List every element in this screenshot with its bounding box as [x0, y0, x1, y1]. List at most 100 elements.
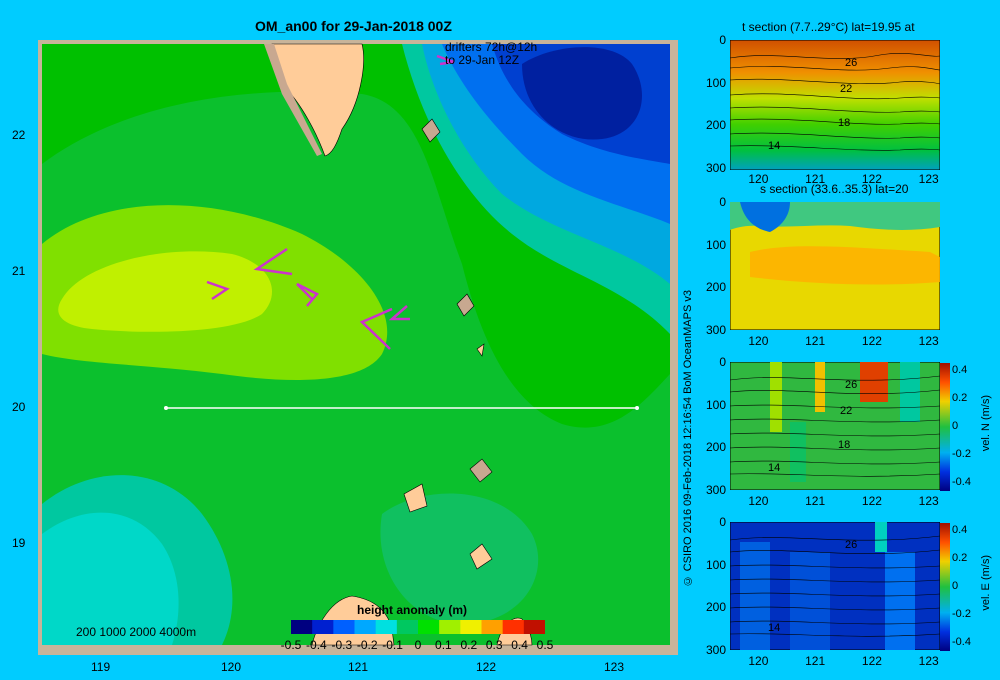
- panel-ve: 26 14: [730, 522, 940, 650]
- side-ytick: 300: [705, 643, 726, 657]
- colorbar-ve-label: vel. E (m/s): [980, 555, 992, 611]
- colorbar-tick: 0.2: [952, 552, 968, 564]
- side-ytick: 0: [719, 515, 726, 529]
- side-ytick: 0: [719, 33, 726, 47]
- side-ytick: 100: [705, 557, 726, 572]
- side-ytick: 100: [705, 237, 726, 252]
- t-label-26: 26: [845, 57, 857, 69]
- legend-tick-label: 0.1: [435, 638, 452, 652]
- contour-east: [380, 493, 539, 624]
- legend-tick-label: -0.3: [331, 638, 352, 652]
- side-xtick: 123: [918, 654, 939, 668]
- legend-tick-label: -0.1: [382, 638, 403, 652]
- colorbar-tick: 0: [952, 420, 959, 432]
- colorbar-tick: -0.4: [952, 636, 971, 648]
- side-ytick: 300: [705, 323, 726, 337]
- map-title: OM_an00 for 29-Jan-2018 00Z: [255, 18, 452, 34]
- side-xtick: 121: [805, 172, 826, 186]
- legend-swatch: [418, 620, 440, 634]
- island-3: [476, 343, 485, 357]
- side-xtick: 122: [861, 494, 882, 508]
- t-contours: [730, 53, 940, 151]
- side-xtick: 123: [918, 494, 939, 508]
- panel-s: [730, 202, 940, 330]
- legend-tick-label: 0.5: [537, 638, 554, 652]
- colorbar-tick: -0.4: [952, 476, 971, 488]
- side-xtick: 123: [918, 334, 939, 348]
- depth-legend: 200 1000 2000 4000m: [76, 625, 197, 639]
- side-ytick: 200: [705, 440, 726, 455]
- colorbar-tick: -0.2: [952, 448, 971, 460]
- vn-label-18: 18: [838, 439, 850, 451]
- side-xtick: 122: [861, 334, 882, 348]
- map-ytick-22: 22: [12, 128, 26, 142]
- map-xtick-120: 120: [221, 660, 242, 674]
- side-xtick: 121: [805, 654, 826, 668]
- drifters-label-1: drifters 72h@12h: [445, 40, 538, 54]
- vn-label-22: 22: [840, 405, 852, 417]
- vn-label-26: 26: [845, 379, 857, 391]
- side-xtick: 122: [861, 654, 882, 668]
- contour-high-inner: [58, 251, 272, 332]
- legend-swatch: [396, 620, 419, 634]
- colorbar-tick: 0: [952, 580, 959, 592]
- side-xtick: 121: [805, 494, 826, 508]
- ve-contours: [730, 535, 940, 637]
- map-plot: [38, 40, 678, 655]
- map-xtick-123: 123: [604, 660, 625, 674]
- island-4: [469, 458, 493, 483]
- colorbar-tick: 0.4: [952, 524, 968, 536]
- side-xtick: 120: [748, 172, 769, 186]
- legend-swatch: [481, 620, 504, 634]
- ve-label-26: 26: [845, 539, 857, 551]
- legend-swatch: [523, 620, 545, 634]
- colorbar-tick: 0.4: [952, 364, 968, 376]
- colorbar-vn-label: vel. N (m/s): [980, 395, 992, 452]
- contour-low-4: [522, 47, 642, 140]
- credit-text: © CSIRO 2016 09-Feb-2018 12:16:54 BoM Oc…: [682, 290, 694, 587]
- side-ytick: 100: [705, 75, 726, 90]
- legend-swatch: [354, 620, 377, 634]
- side-ytick: 300: [705, 161, 726, 175]
- legend-swatch: [291, 620, 313, 634]
- panel-vn: 26 22 18 14: [730, 362, 940, 490]
- colorbar-vn: [940, 363, 950, 491]
- legend-swatch: [333, 620, 355, 634]
- side-xtick: 122: [861, 172, 882, 186]
- legend-tick-label: 0.4: [511, 638, 528, 652]
- island-2: [456, 293, 475, 317]
- legend-swatch: [439, 620, 461, 634]
- legend-tick-label: 0.2: [460, 638, 477, 652]
- side-xtick: 120: [748, 494, 769, 508]
- side-xtick: 120: [748, 334, 769, 348]
- side-ytick: 0: [719, 195, 726, 209]
- side-ytick: 100: [705, 397, 726, 412]
- land-taiwan: [271, 43, 364, 157]
- vn-contours: [730, 375, 940, 477]
- side-xtick: 121: [805, 334, 826, 348]
- panel-s-title: s section (33.6..35.3) lat=20: [760, 182, 909, 196]
- legend-tick-label: 0: [415, 638, 422, 652]
- ve-label-14: 14: [768, 622, 780, 634]
- vn-patches: [770, 362, 920, 482]
- legend-tick-label: -0.4: [306, 638, 327, 652]
- t-label-22: 22: [840, 83, 852, 95]
- ve-patches: [740, 522, 915, 650]
- legend-ticks: -0.5 -0.4 -0.3 -0.2 -0.1 0 0.1 0.2 0.3 0.4 0.5: [281, 638, 554, 652]
- panel-t: 26 22 18 14: [730, 40, 940, 170]
- legend-swatch: [375, 620, 398, 634]
- legend-tick-label: -0.5: [281, 638, 302, 652]
- legend-colorbar: [291, 620, 545, 634]
- colorbar-tick: -0.2: [952, 608, 971, 620]
- map-ytick-21: 21: [12, 264, 26, 278]
- s-max: [750, 246, 940, 285]
- contour-sw-low-inner: [42, 512, 179, 645]
- shelf-taiwan: [264, 44, 322, 156]
- panel-t-title: t section (7.7..29°C) lat=19.95 at: [742, 20, 915, 34]
- legend-tick-label: 0.3: [486, 638, 503, 652]
- side-ytick: 300: [705, 483, 726, 497]
- colorbar-ve: [940, 523, 950, 651]
- side-xtick: 123: [918, 172, 939, 186]
- t-label-14: 14: [768, 140, 780, 152]
- island-1: [421, 118, 441, 143]
